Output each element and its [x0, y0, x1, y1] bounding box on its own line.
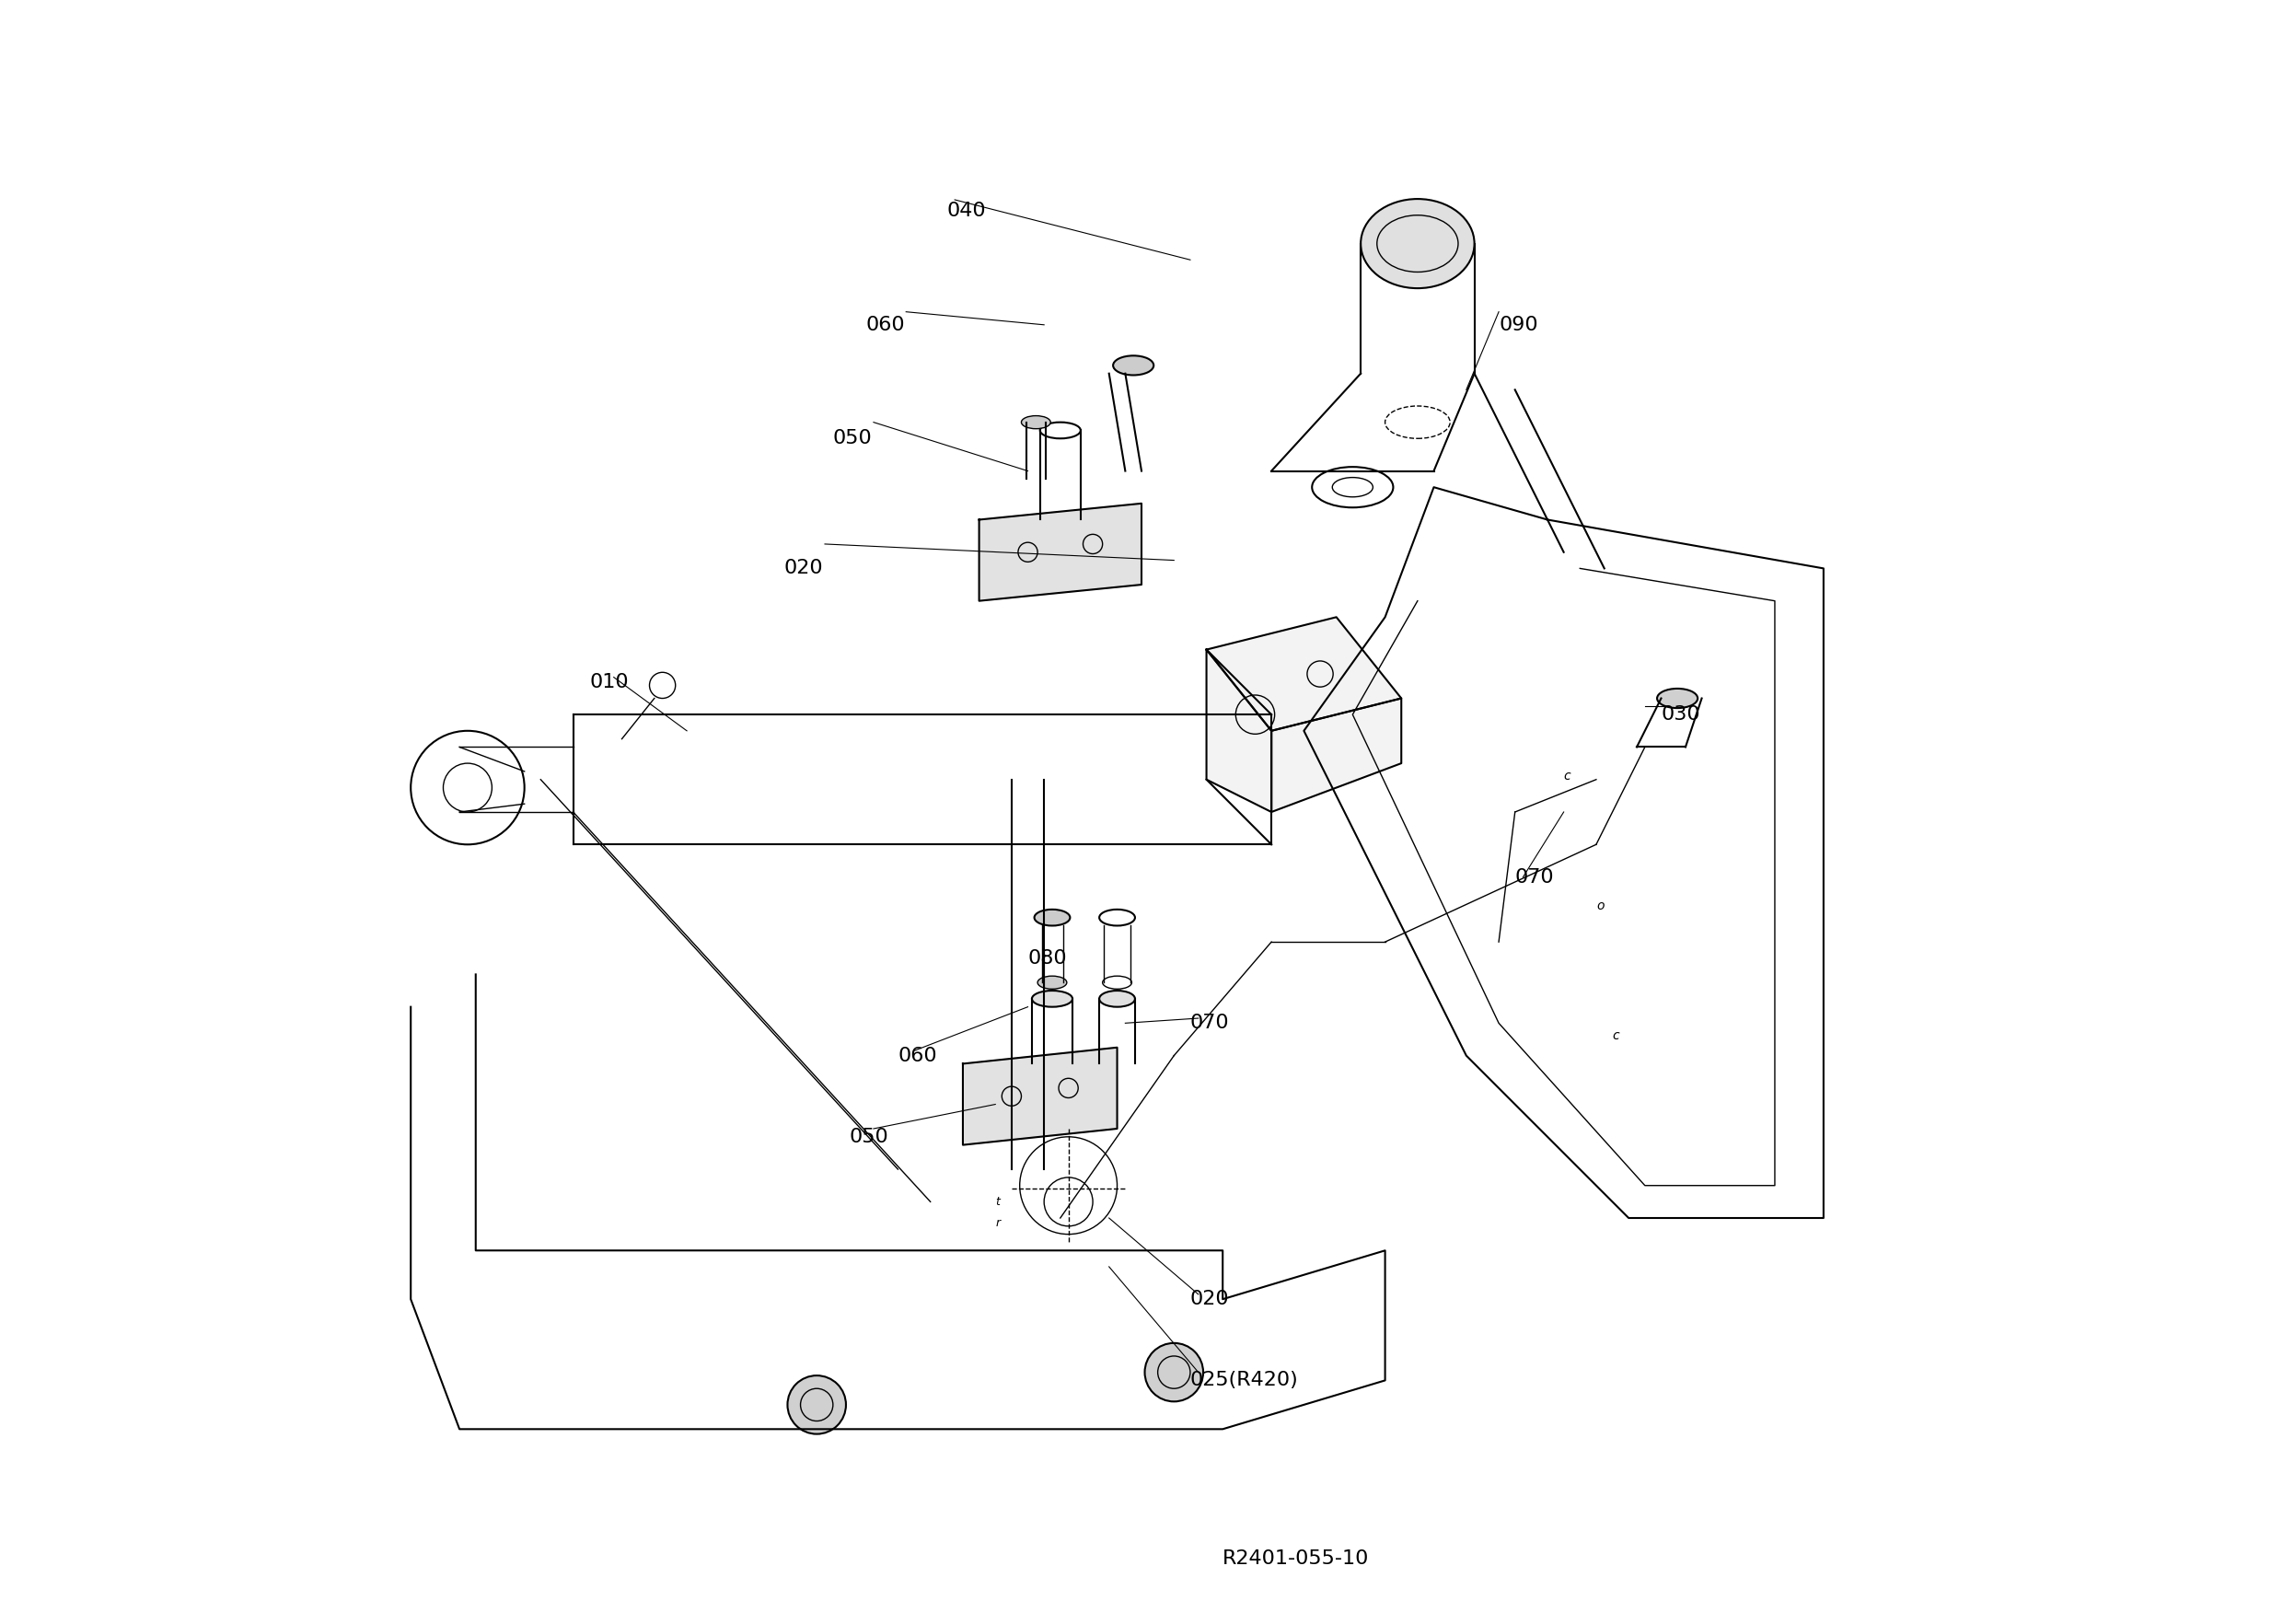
Text: 070: 070: [1189, 1013, 1231, 1033]
Text: r: r: [995, 1216, 1000, 1229]
Ellipse shape: [1100, 991, 1135, 1007]
Ellipse shape: [1361, 198, 1475, 287]
Polygon shape: [1205, 617, 1402, 731]
Circle shape: [1144, 1343, 1203, 1402]
Ellipse shape: [1114, 356, 1153, 375]
Text: 020: 020: [1189, 1289, 1231, 1309]
Text: 050: 050: [833, 429, 872, 448]
Text: 080: 080: [1027, 948, 1066, 968]
Ellipse shape: [1032, 991, 1073, 1007]
Text: 010: 010: [589, 672, 628, 692]
Text: 060: 060: [897, 1046, 936, 1065]
Text: 040: 040: [947, 201, 986, 221]
Circle shape: [411, 731, 525, 844]
Text: 030: 030: [1662, 705, 1701, 724]
Text: 060: 060: [865, 315, 904, 335]
Text: R2401-055-10: R2401-055-10: [1224, 1549, 1370, 1569]
Polygon shape: [1272, 698, 1402, 812]
Polygon shape: [963, 1047, 1116, 1145]
Text: 070: 070: [1516, 867, 1555, 887]
Text: t: t: [995, 1195, 1000, 1208]
Text: c: c: [1564, 770, 1571, 783]
Text: o: o: [1596, 900, 1605, 913]
Text: 090: 090: [1498, 315, 1539, 335]
Text: 025(R420): 025(R420): [1189, 1371, 1299, 1390]
Ellipse shape: [1034, 909, 1071, 926]
Polygon shape: [1205, 650, 1272, 812]
Circle shape: [788, 1376, 847, 1434]
Text: 020: 020: [785, 559, 824, 578]
Ellipse shape: [1036, 976, 1066, 989]
Ellipse shape: [1657, 689, 1699, 708]
Text: 050: 050: [849, 1127, 888, 1147]
Polygon shape: [979, 503, 1142, 601]
Ellipse shape: [1021, 416, 1050, 429]
Text: c: c: [1612, 1030, 1619, 1043]
